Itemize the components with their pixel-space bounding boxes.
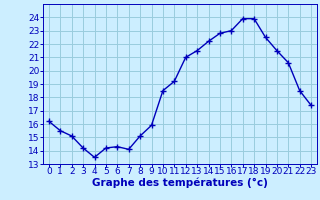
X-axis label: Graphe des températures (°c): Graphe des températures (°c) xyxy=(92,178,268,188)
